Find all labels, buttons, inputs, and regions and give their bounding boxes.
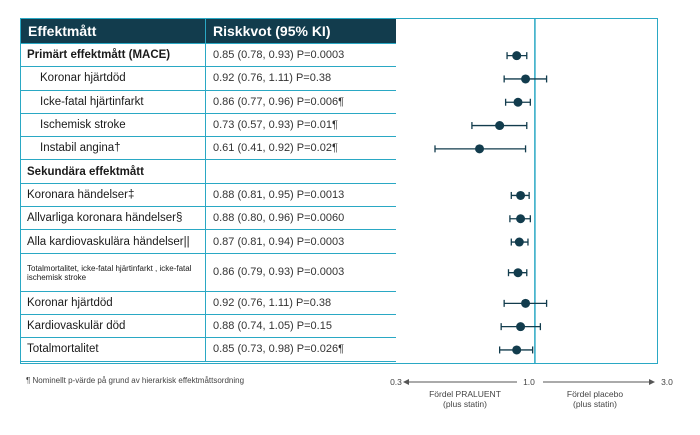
endpoint-label: Primärt effektmått (MACE) (21, 44, 206, 67)
favours-placebo-line1: Fördel placebo (566, 389, 624, 399)
hazard-ratio-value: 0.88 (0.81, 0.95) P=0.0013 (213, 188, 345, 201)
table-row: Koronar hjärtdöd 0.92 (0.76, 1.11) P=0.38 (21, 66, 396, 90)
hazard-ratio-value: 0.87 (0.81, 0.94) P=0.0003 (213, 235, 345, 248)
endpoint-label: Totalmortalitet, icke-fatal hjärtinfarkt… (21, 253, 206, 291)
endpoint-label: Alla kardiovaskulära händelser|| (21, 230, 206, 253)
table-row: Kardiovaskulär död 0.88 (0.74, 1.05) P=0.… (21, 313, 396, 338)
endpoint-label: Instabil angina† (21, 137, 206, 160)
table-row: Allvarliga koronara händelser§ 0.88 (0.80… (21, 206, 396, 230)
endpoint-label: Koronar hjärtdöd (21, 291, 206, 314)
hazard-ratio-value: 0.73 (0.57, 0.93) P=0.01¶ (213, 119, 338, 132)
table-row: Instabil angina† 0.61 (0.41, 0.92) P=0.02… (21, 136, 396, 160)
hr-point (514, 237, 524, 247)
hr-point (521, 298, 531, 308)
table-row: Koronar hjärtdöd 0.92 (0.76, 1.11) P=0.38 (21, 290, 396, 314)
endpoint-label: Koronara händelser‡ (21, 183, 206, 207)
hr-point (516, 322, 526, 332)
favours-placebo-line2: (plus statin) (573, 399, 617, 409)
hr-point (513, 268, 523, 278)
table-row: Totalmortalitet, icke-fatal hjärtinfarkt… (21, 252, 396, 291)
hr-point (513, 97, 523, 107)
table-row: Alla kardiovaskulära händelser|| 0.87 (0.… (21, 229, 396, 253)
endpoint-label: Totalmortalitet (21, 338, 206, 361)
endpoint-label: Ischemisk stroke (21, 113, 206, 137)
table-row: Icke-fatal hjärtinfarkt 0.86 (0.77, 0.96)… (21, 89, 396, 113)
hazard-ratio-value: 0.61 (0.41, 0.92) P=0.02¶ (213, 142, 338, 155)
hazard-ratio-value: 0.86 (0.77, 0.96) P=0.006¶ (213, 95, 344, 108)
hazard-ratio-value: 0.92 (0.76, 1.11) P=0.38 (213, 296, 332, 309)
favours-praluent-line2: (plus statin) (443, 399, 487, 409)
favours-praluent-label: Fördel PRALUENT (plus statin) (410, 389, 520, 409)
table-row: Koronara händelser‡ 0.88 (0.81, 0.95) P=0… (21, 182, 396, 207)
table-header: Effektmått Riskkvot (95% KI) (21, 19, 396, 43)
axis-right-arrow (649, 379, 655, 385)
hazard-ratio-value: 0.92 (0.76, 1.11) P=0.38 (213, 72, 332, 85)
favours-praluent-line1: Fördel PRALUENT (429, 389, 501, 399)
favours-placebo-label: Fördel placebo (plus statin) (540, 389, 650, 409)
table-row: Sekundära effektmått (21, 159, 396, 183)
hr-point (516, 190, 526, 200)
hazard-ratio-value: 0.88 (0.80, 0.96) P=0.0060 (213, 212, 345, 225)
table-bottom-rule (21, 360, 396, 362)
footnote: ¶ Nominellt p-värde på grund av hierarki… (26, 376, 245, 385)
hr-point (512, 51, 522, 61)
header-endpoint: Effektmått (21, 19, 206, 43)
hr-point (495, 121, 505, 131)
hazard-ratio-value: 0.85 (0.73, 0.98) P=0.026¶ (213, 343, 344, 356)
results-table: Effektmått Riskkvot (95% KI) Primärt eff… (21, 19, 396, 361)
hr-point (512, 345, 522, 355)
endpoint-label: Allvarliga koronara händelser§ (21, 207, 206, 230)
header-hazard-ratio: Riskkvot (95% KI) (213, 23, 331, 39)
hr-point (521, 74, 531, 84)
tick-label-min: 0.3 (390, 377, 402, 387)
hazard-ratio-value: 0.88 (0.74, 1.05) P=0.15 (213, 320, 332, 333)
hazard-ratio-value: 0.86 (0.79, 0.93) P=0.0003 (213, 266, 345, 279)
tick-label-max: 3.0 (661, 377, 673, 387)
table-row: Totalmortalitet 0.85 (0.73, 0.98) P=0.026… (21, 337, 396, 361)
chart-frame (20, 18, 658, 364)
endpoint-label: Sekundära effektmått (21, 160, 206, 183)
hr-point (475, 144, 485, 154)
table-row: Ischemisk stroke 0.73 (0.57, 0.93) P=0.01… (21, 112, 396, 137)
hr-point (516, 214, 526, 224)
tick-label-mid: 1.0 (523, 377, 535, 387)
endpoint-label: Icke-fatal hjärtinfarkt (21, 90, 206, 113)
axis-left-arrow (403, 379, 409, 385)
hazard-ratio-value: 0.85 (0.78, 0.93) P=0.0003 (213, 49, 345, 62)
endpoint-label: Kardiovaskulär död (21, 314, 206, 338)
table-row: Primärt effektmått (MACE) 0.85 (0.78, 0.9… (21, 43, 396, 67)
endpoint-label: Koronar hjärtdöd (21, 67, 206, 90)
